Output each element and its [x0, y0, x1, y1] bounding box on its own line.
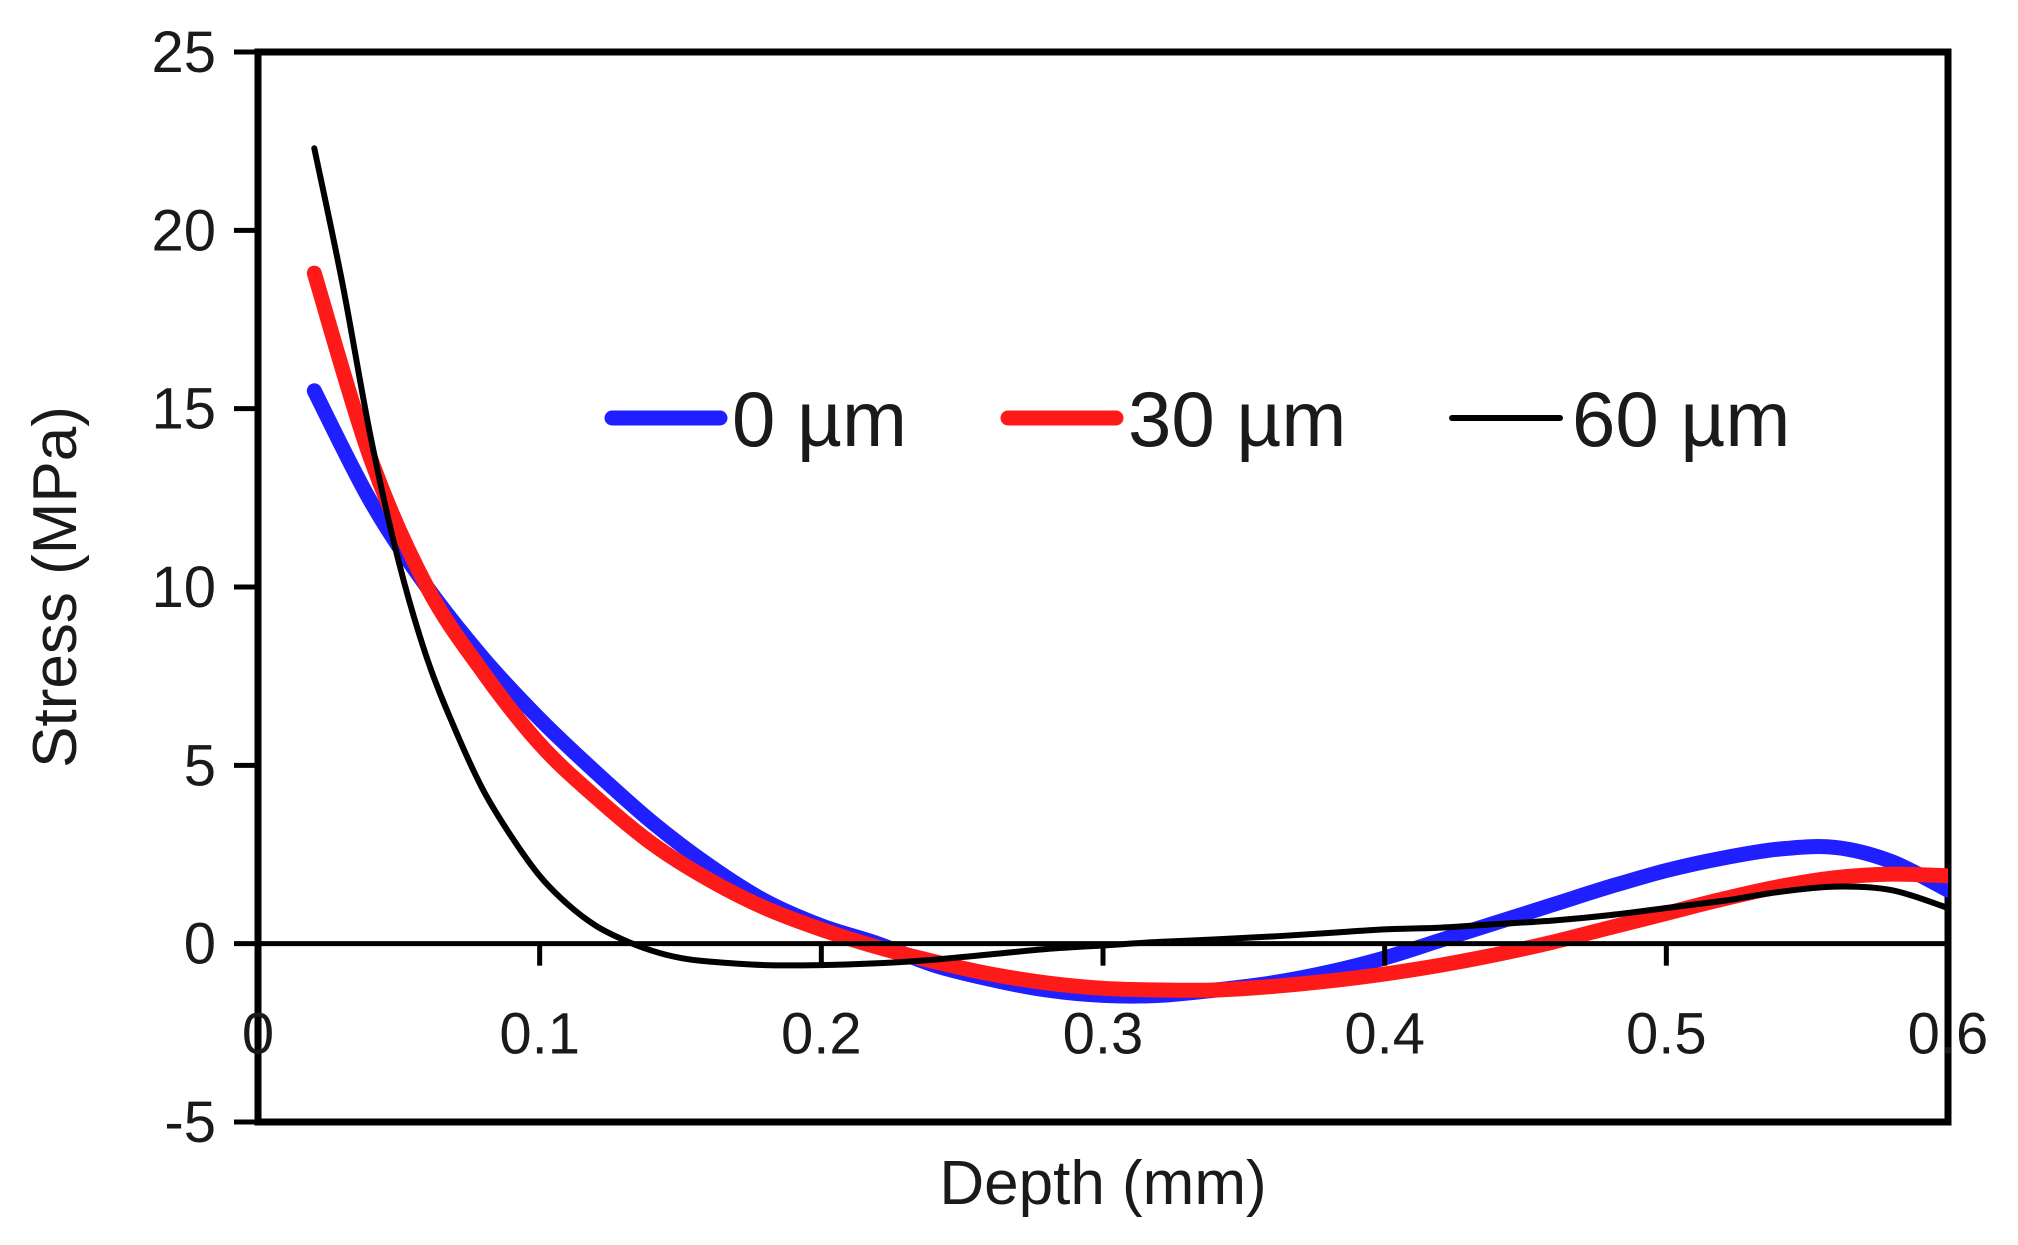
series-group: [306, 145, 1948, 1004]
x-tick-label: 0.4: [1344, 1002, 1425, 1067]
y-tick-label: 0: [184, 912, 216, 977]
legend: 0 µm 30 µm 60 µm: [604, 375, 1790, 463]
y-tick-label: 25: [151, 20, 216, 85]
x-tick-label: 0.6: [1908, 1002, 1989, 1067]
y-axis-title: Stress (MPa): [21, 406, 90, 768]
x-tick-label: 0.5: [1626, 1002, 1707, 1067]
y-tick-label: 15: [151, 377, 216, 442]
x-tick-label: 0.3: [1063, 1002, 1144, 1067]
x-tick-label: 0.2: [781, 1002, 862, 1067]
y-tick-label: 5: [184, 733, 216, 798]
x-axis-title: Depth (mm): [939, 1149, 1266, 1218]
y-tick-label: -5: [164, 1090, 216, 1155]
axes-group: -5 0 5 10 15 20 25 0 0.1 0.2 0.3 0.4 0.5 0.6: [151, 20, 1988, 1155]
labels-group: Depth (mm) Stress (MPa): [21, 406, 1267, 1218]
y-tick-label: 20: [151, 198, 216, 263]
y-tick-label: 10: [151, 555, 216, 620]
x-tick-label: 0: [242, 1002, 274, 1067]
x-tick-label: 0.1: [499, 1002, 580, 1067]
legend-label-60-m: 60 µm: [1572, 375, 1790, 463]
series-line-30-m: [306, 265, 1948, 998]
legend-label-30-m: 30 µm: [1128, 375, 1346, 463]
legend-label-0-m: 0 µm: [732, 375, 907, 463]
series-line-60-m: [311, 145, 1948, 969]
